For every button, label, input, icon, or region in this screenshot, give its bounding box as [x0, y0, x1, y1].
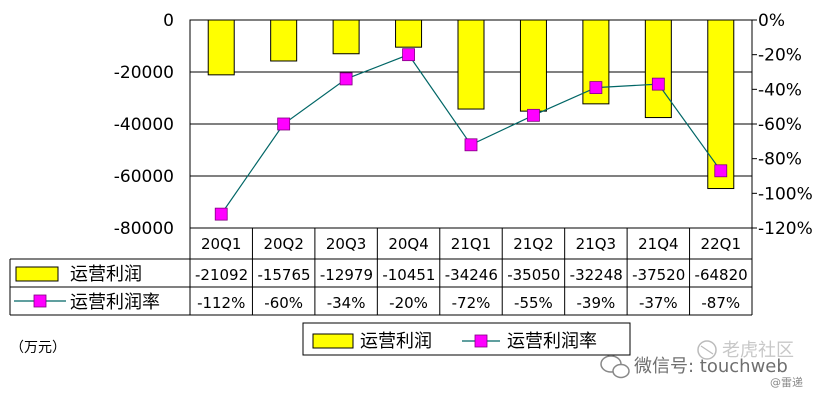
line-marker	[589, 81, 603, 94]
line-value-label: -20%	[389, 294, 428, 312]
y-right-tick-label: -20%	[758, 46, 802, 66]
category-label: 21Q3	[576, 235, 616, 253]
legend: 运营利润 运营利润率	[302, 322, 631, 356]
line-marker	[214, 207, 228, 221]
wechat-icon	[600, 355, 630, 379]
bar	[332, 19, 360, 55]
y-right-tick-label: -80%	[758, 150, 802, 170]
line-value-label: -37%	[639, 294, 678, 312]
y-axis-right: 0% -20% -40% -60% -80% -100% -120%	[752, 11, 813, 239]
line-marker	[277, 117, 291, 131]
line-value-label: -34%	[327, 294, 366, 312]
bar-series	[207, 19, 735, 190]
legend-label-line: 运营利润率	[507, 331, 597, 352]
row-header-line: 运营利润率	[70, 292, 160, 313]
line-marker	[714, 164, 728, 178]
y-right-tick-label: -120%	[758, 219, 813, 239]
y-right-tick-label: -40%	[758, 80, 802, 100]
bar	[207, 19, 235, 76]
bar	[457, 19, 485, 110]
bar-value-label: -64820	[695, 266, 748, 284]
watermark: 微信号: touchweb 老虎社区 @雷递	[600, 340, 803, 389]
bar	[270, 19, 298, 62]
legend-swatch-marker	[474, 334, 488, 348]
line-value-label: -72%	[452, 294, 491, 312]
bar-value-label: -35050	[507, 266, 560, 284]
data-table: 20Q1 20Q2 20Q3 20Q4 21Q1 21Q2 21Q3 21Q4 22Q1 运营利润…	[9, 228, 753, 316]
watermark-wechat-id: 微信号: touchweb	[634, 356, 788, 377]
bar	[707, 19, 735, 190]
line-value-label: -87%	[701, 294, 740, 312]
watermark-small: @雷递	[770, 375, 803, 389]
category-label: 20Q2	[263, 235, 303, 253]
line-value-label: -112%	[197, 294, 245, 312]
legend-label-bar: 运营利润	[360, 331, 432, 352]
line-series	[214, 48, 728, 221]
bar-value-label: -32248	[570, 266, 623, 284]
category-label: 20Q3	[326, 235, 366, 253]
bar	[395, 19, 423, 48]
category-label: 21Q4	[638, 235, 678, 253]
category-label: 20Q1	[201, 235, 241, 253]
bar-value-label: -15765	[257, 266, 310, 284]
category-label: 20Q4	[388, 235, 428, 253]
unit-label: （万元）	[10, 340, 66, 356]
tiger-logo-icon	[697, 340, 717, 360]
y-axis-left: 0 -20000 -40000 -60000 -80000	[114, 11, 174, 239]
bar-value-label: -37520	[632, 266, 685, 284]
y-right-tick-label: -100%	[758, 184, 813, 204]
row-header-bar: 运营利润	[70, 264, 142, 285]
row-key-marker	[33, 294, 47, 308]
watermark-brand: 老虎社区	[722, 340, 794, 361]
bar-value-label: -10451	[382, 266, 435, 284]
y-left-tick-label: -80000	[114, 219, 174, 239]
y-left-tick-label: -60000	[114, 167, 174, 187]
line-value-label: -39%	[577, 294, 616, 312]
bar	[644, 19, 672, 119]
category-label: 21Q1	[451, 235, 491, 253]
row-key-bar	[15, 266, 59, 282]
y-left-tick-label: 0	[163, 11, 174, 31]
bar-value-label: -12979	[320, 266, 373, 284]
category-label: 22Q1	[701, 235, 741, 253]
legend-swatch-bar	[312, 333, 354, 349]
line-value-label: -60%	[264, 294, 303, 312]
line-marker	[651, 77, 665, 91]
bar-value-label: -34246	[445, 266, 498, 284]
y-left-tick-label: -40000	[114, 115, 174, 135]
bar	[519, 19, 547, 112]
line-marker	[339, 72, 353, 86]
line-marker	[464, 138, 478, 152]
legend-box	[302, 322, 631, 356]
y-right-tick-label: -60%	[758, 115, 802, 135]
line-value-label: -55%	[514, 294, 553, 312]
bar-value-label: -21092	[195, 266, 248, 284]
category-label: 21Q2	[513, 235, 553, 253]
line-marker	[527, 108, 540, 122]
y-right-tick-label: 0%	[758, 11, 785, 31]
line-marker	[402, 48, 415, 62]
y-left-tick-label: -20000	[114, 63, 174, 83]
